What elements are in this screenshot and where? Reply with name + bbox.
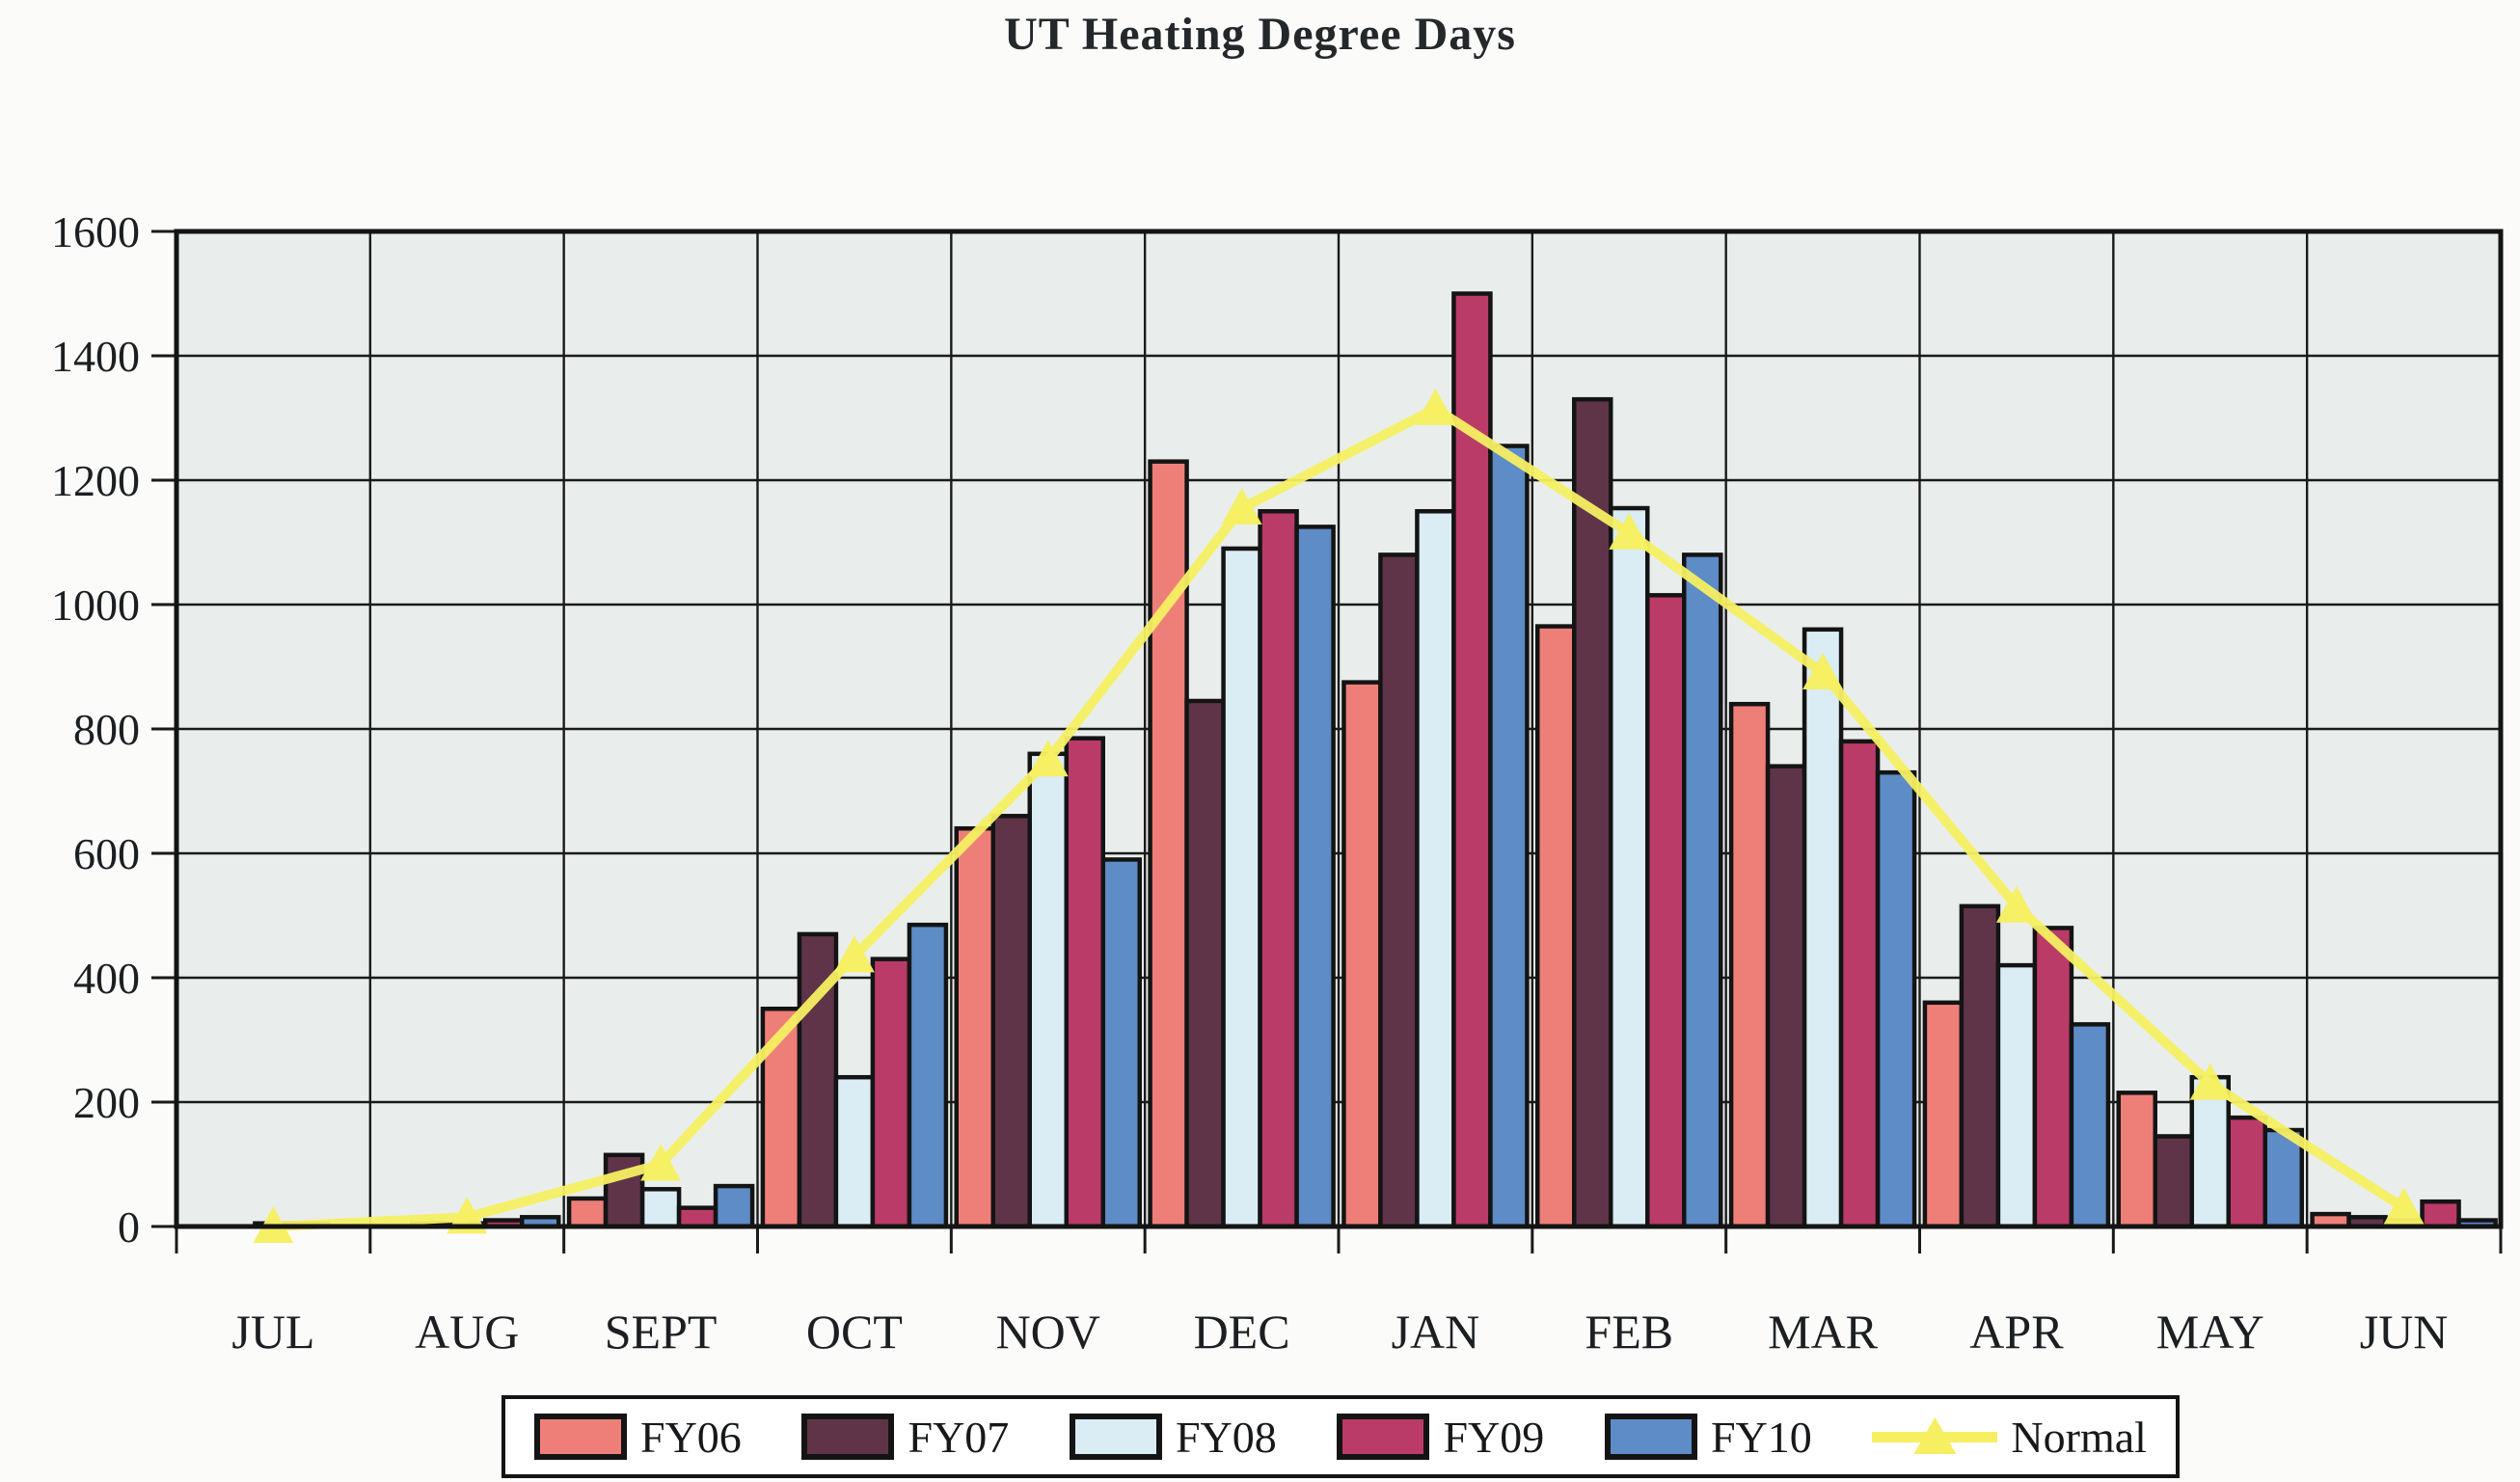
bar-FY09-APR	[2032, 926, 2074, 1229]
x-axis-label-SEPT: SEPT	[605, 1305, 718, 1359]
bar-FY08-NOV	[1027, 751, 1069, 1229]
chart-title: UT Heating Degree Days	[1004, 9, 1516, 60]
bar-FY10-JAN	[1488, 444, 1530, 1229]
bar-FY09-MAR	[1838, 739, 1881, 1229]
x-axis-label-DEC: DEC	[1194, 1305, 1290, 1359]
bar-FY06-JAN	[1341, 680, 1383, 1229]
bar-FY06-NOV	[954, 825, 995, 1229]
legend-label-FY08: FY08	[1175, 1412, 1277, 1462]
bar-FY06-MAR	[1728, 701, 1771, 1229]
bar-FY07-MAR	[1765, 764, 1807, 1229]
bar-FY07-MAY	[2153, 1134, 2194, 1229]
x-axis-label-MAY: MAY	[2156, 1305, 2264, 1359]
bar-FY07-FEB	[1572, 396, 1613, 1229]
legend-swatch-FY06	[534, 1414, 627, 1460]
bar-FY09-SEPT	[676, 1205, 718, 1229]
bar-FY08-OCT	[833, 1074, 876, 1229]
y-axis-label-1400: 1400	[51, 332, 140, 381]
y-axis-label-200: 200	[73, 1078, 140, 1127]
normal-marker-SEPT	[640, 1144, 682, 1181]
legend-normal-swatch	[1872, 1414, 1998, 1460]
chart-canvas: 0 200 400 600 800 1000 1200 1400 1600 JUL AUG SEPT O…	[51, 207, 2504, 1359]
normal-line	[268, 403, 2409, 1231]
legend-item-FY10: FY10	[1604, 1412, 1812, 1463]
legend-item-Normal: Normal	[1872, 1412, 2147, 1463]
x-axis-label-APR: APR	[1969, 1305, 2064, 1359]
legend-label-FY09: FY09	[1443, 1412, 1545, 1462]
normal-marker-JAN	[1415, 388, 1456, 425]
bar-FY09-JUN	[2420, 1199, 2461, 1229]
bar-FY09-FEB	[1645, 593, 1687, 1229]
bar-FY10-MAY	[2263, 1127, 2304, 1229]
legend-item-FY06: FY06	[534, 1412, 742, 1463]
plot-frame	[174, 229, 2504, 1229]
y-axis-label-400: 400	[73, 954, 140, 1003]
bar-FY07-APR	[1959, 903, 2001, 1229]
legend-label-FY10: FY10	[1710, 1412, 1812, 1462]
bar-FY10-DEC	[1294, 525, 1336, 1229]
y-axis-label-1000: 1000	[51, 580, 140, 630]
bar-FY06-DEC	[1148, 459, 1189, 1229]
bar-FY09-OCT	[870, 957, 912, 1229]
bar-FY10-NOV	[1100, 857, 1142, 1229]
bar-FY06-MAY	[2116, 1091, 2157, 1229]
x-axis-label-NOV: NOV	[996, 1305, 1100, 1359]
y-axis-label-800: 800	[73, 705, 140, 754]
bar-FY10-FEB	[1682, 552, 1723, 1229]
legend-item-FY09: FY09	[1337, 1412, 1544, 1463]
legend-swatch-FY07	[801, 1414, 895, 1460]
legend-label-FY07: FY07	[908, 1412, 1010, 1462]
bar-FY08-JAN	[1415, 509, 1456, 1229]
bar-FY09-MAY	[2226, 1115, 2267, 1229]
normal-marker-FEB	[1609, 512, 1650, 550]
legend-swatch-FY10	[1604, 1414, 1697, 1460]
bar-FY08-APR	[1995, 962, 2038, 1229]
x-axis-label-JUN: JUN	[2360, 1305, 2449, 1359]
bar-FY08-DEC	[1221, 546, 1262, 1229]
chart-legend: FY06 FY07 FY08 FY09 FY10 Normal	[501, 1395, 2180, 1478]
bar-FY06-APR	[1922, 1000, 1965, 1229]
bar-FY09-DEC	[1258, 509, 1299, 1229]
y-axis-label-600: 600	[73, 829, 140, 878]
legend-item-FY07: FY07	[801, 1412, 1009, 1463]
normal-marker-APR	[1995, 885, 2037, 923]
bar-FY09-NOV	[1064, 736, 1105, 1229]
bar-FY10-SEPT	[713, 1183, 755, 1229]
x-axis-label-JAN: JAN	[1392, 1305, 1480, 1359]
normal-marker-MAR	[1802, 652, 1844, 689]
normal-marker-JUN	[2383, 1187, 2425, 1225]
bar-FY06-SEPT	[566, 1196, 609, 1229]
legend-swatch-FY08	[1069, 1414, 1162, 1460]
legend-swatch-FY09	[1337, 1414, 1430, 1460]
y-axis-label-0: 0	[118, 1202, 140, 1252]
legend-item-FY08: FY08	[1069, 1412, 1277, 1463]
legend-label-Normal: Normal	[2011, 1412, 2147, 1462]
bar-FY09-JAN	[1451, 291, 1493, 1229]
bar-FY10-OCT	[907, 922, 949, 1229]
bar-FY06-FEB	[1535, 624, 1577, 1229]
bar-FY10-APR	[2069, 1022, 2111, 1229]
normal-marker-MAY	[2189, 1063, 2231, 1100]
legend-label-FY06: FY06	[640, 1412, 742, 1462]
normal-marker-NOV	[1027, 740, 1069, 777]
x-axis-label-OCT: OCT	[806, 1305, 903, 1359]
bar-FY07-SEPT	[603, 1152, 645, 1229]
bar-FY08-FEB	[1609, 505, 1650, 1229]
bar-FY10-MAR	[1875, 769, 1917, 1229]
x-axis-label-JUL: JUL	[231, 1305, 314, 1359]
bar-FY08-MAR	[1802, 627, 1844, 1229]
x-axis-label-AUG: AUG	[415, 1305, 519, 1359]
bar-FY07-JAN	[1378, 552, 1420, 1229]
normal-marker-OCT	[833, 935, 875, 973]
bar-FY07-DEC	[1184, 698, 1226, 1229]
normal-marker-DEC	[1221, 488, 1262, 525]
bar-FY08-SEPT	[639, 1187, 682, 1229]
bar-FY07-NOV	[990, 814, 1032, 1229]
y-axis-label-1200: 1200	[51, 456, 140, 505]
x-axis-label-FEB: FEB	[1585, 1305, 1673, 1359]
y-axis-label-1600: 1600	[51, 207, 140, 256]
x-axis-label-MAR: MAR	[1768, 1305, 1879, 1359]
